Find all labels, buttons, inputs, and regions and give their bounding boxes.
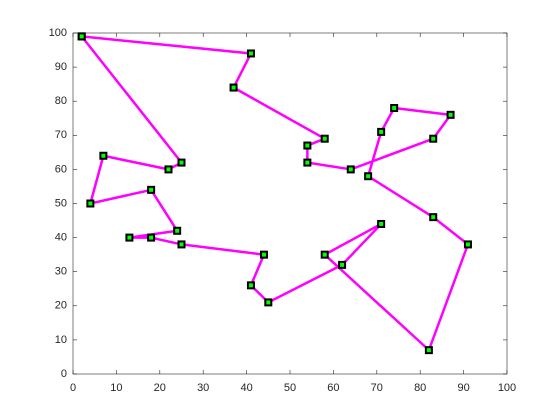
city-marker xyxy=(259,250,268,259)
city-marker xyxy=(390,104,399,113)
city-marker xyxy=(377,127,386,136)
city-marker xyxy=(377,219,386,228)
city-marker xyxy=(264,298,273,307)
x-tick-label: 100 xyxy=(498,382,516,394)
city-marker xyxy=(446,110,455,119)
city-marker xyxy=(86,199,95,208)
city-marker xyxy=(429,213,438,222)
x-tick-label: 60 xyxy=(327,382,339,394)
city-marker xyxy=(338,260,347,269)
city-marker xyxy=(125,233,134,242)
city-marker xyxy=(346,165,355,174)
y-tick-label: 40 xyxy=(55,232,67,244)
city-marker xyxy=(99,151,108,160)
y-tick-label: 30 xyxy=(55,266,67,278)
x-tick-label: 20 xyxy=(154,382,166,394)
plot-area xyxy=(72,32,508,375)
city-marker xyxy=(173,226,182,235)
city-marker xyxy=(164,165,173,174)
x-tick-label: 40 xyxy=(240,382,252,394)
city-marker xyxy=(77,32,86,41)
city-marker xyxy=(246,49,255,58)
y-tick-label: 50 xyxy=(55,197,67,209)
city-marker xyxy=(229,83,238,92)
city-marker xyxy=(147,185,156,194)
city-marker xyxy=(246,281,255,290)
city-marker xyxy=(463,240,472,249)
x-tick-label: 80 xyxy=(414,382,426,394)
x-tick-label: 30 xyxy=(197,382,209,394)
city-marker xyxy=(429,134,438,143)
city-marker xyxy=(364,172,373,181)
y-tick-label: 10 xyxy=(55,334,67,346)
y-tick-label: 100 xyxy=(49,27,67,39)
y-tick-label: 80 xyxy=(55,95,67,107)
city-marker xyxy=(177,240,186,249)
x-tick-label: 90 xyxy=(457,382,469,394)
city-marker xyxy=(147,233,156,242)
y-tick-label: 60 xyxy=(55,163,67,175)
x-tick-label: 70 xyxy=(371,382,383,394)
x-tick-label: 50 xyxy=(284,382,296,394)
city-marker xyxy=(303,141,312,150)
city-marker xyxy=(177,158,186,167)
y-tick-label: 70 xyxy=(55,129,67,141)
city-marker xyxy=(320,134,329,143)
y-tick-label: 20 xyxy=(55,300,67,312)
city-marker xyxy=(303,158,312,167)
city-marker xyxy=(424,346,433,355)
y-tick-label: 90 xyxy=(55,61,67,73)
x-tick-label: 0 xyxy=(70,382,76,394)
x-tick-label: 10 xyxy=(110,382,122,394)
y-tick-label: 0 xyxy=(61,368,67,380)
city-marker xyxy=(320,250,329,259)
